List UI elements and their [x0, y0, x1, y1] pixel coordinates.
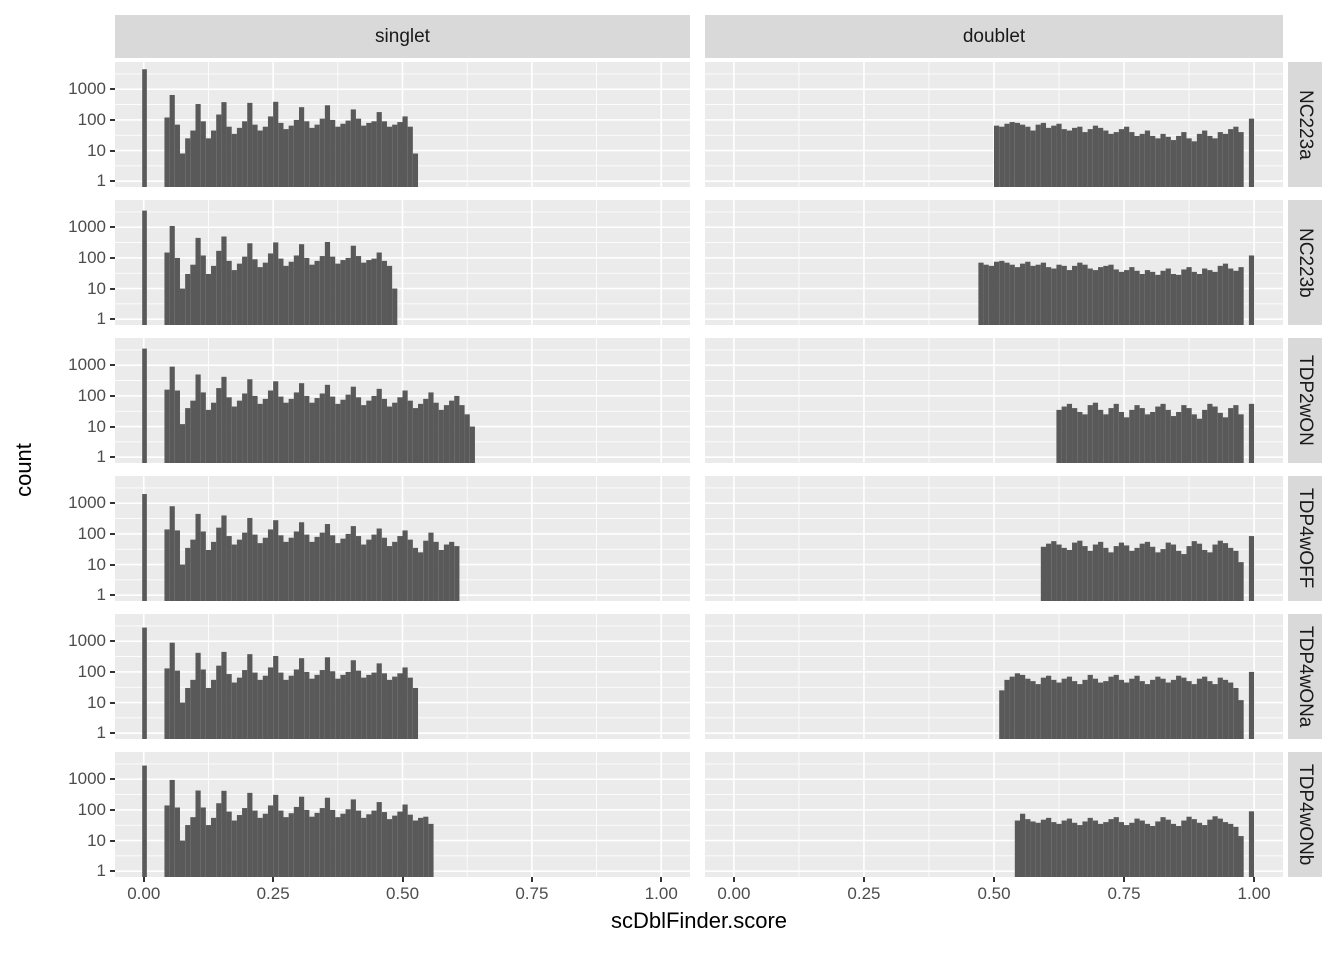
- y-axis-tick: [110, 318, 115, 321]
- y-tick-label: 1000: [68, 79, 106, 99]
- y-tick-label: 10: [87, 692, 106, 712]
- histogram-panel-TDP2wON-singlet: [115, 338, 690, 463]
- x-axis-tick: [660, 877, 663, 882]
- facet-col-label: doublet: [962, 25, 1026, 47]
- y-axis-tick: [110, 226, 115, 229]
- y-tick-label: 100: [77, 247, 106, 267]
- y-axis-title: count: [11, 443, 36, 497]
- facet-row-strip-TDP4wONb: TDP4wONb: [1288, 752, 1322, 877]
- y-tick-label: 1000: [68, 493, 106, 513]
- x-tick-label: 0.25: [256, 884, 290, 903]
- y-axis-tick: [110, 532, 115, 535]
- facet-col-strip-doublet: doublet: [705, 15, 1283, 58]
- y-axis-tick: [110, 808, 115, 811]
- y-axis-tick: [110, 287, 115, 290]
- y-axis-tick: [110, 701, 115, 704]
- y-axis-tick: [110, 839, 115, 842]
- x-tick-label: 0.00: [717, 884, 751, 903]
- y-axis-tick: [110, 870, 115, 873]
- y-axis-tick: [110, 149, 115, 152]
- histogram-panel-TDP4wONb-singlet: [115, 752, 690, 877]
- y-axis-tick: [110, 502, 115, 505]
- histogram-panel-TDP4wOFF-doublet: [705, 476, 1283, 601]
- y-tick-label: 1: [96, 585, 106, 605]
- y-axis-tick: [110, 778, 115, 781]
- x-tick-label: 1.00: [1237, 884, 1271, 903]
- x-tick-label: 0.50: [977, 884, 1011, 903]
- x-tick-label: 0.00: [127, 884, 161, 903]
- histogram-panel-TDP4wONb-doublet: [705, 752, 1283, 877]
- x-axis-tick: [1253, 877, 1256, 882]
- x-tick-label: 0.75: [1107, 884, 1141, 903]
- y-tick-label: 100: [77, 109, 106, 129]
- x-axis-tick: [272, 877, 275, 882]
- y-tick-label: 1000: [68, 631, 106, 651]
- histogram-panel-NC223a-doublet: [705, 62, 1283, 187]
- facet-row-strip-NC223b: NC223b: [1288, 200, 1322, 325]
- y-tick-label: 10: [87, 140, 106, 160]
- y-tick-label: 10: [87, 278, 106, 298]
- facet-col-label: singlet: [375, 25, 430, 47]
- y-tick-label: 1: [96, 723, 106, 743]
- y-tick-label: 1000: [68, 355, 106, 375]
- facet-row-strip-TDP2wON: TDP2wON: [1288, 338, 1322, 463]
- y-tick-label: 100: [77, 523, 106, 543]
- histogram-panel-TDP2wON-doublet: [705, 338, 1283, 463]
- facet-row-strip-TDP4wOFF: TDP4wOFF: [1288, 476, 1322, 601]
- y-axis-tick: [110, 670, 115, 673]
- y-tick-label: 10: [87, 416, 106, 436]
- y-axis-tick: [110, 88, 115, 91]
- y-axis-tick: [110, 594, 115, 597]
- y-tick-label: 100: [77, 385, 106, 405]
- y-axis-tick: [110, 118, 115, 121]
- x-axis-tick: [732, 877, 735, 882]
- x-tick-label: 0.75: [515, 884, 549, 903]
- y-axis-tick: [110, 425, 115, 428]
- y-axis-tick: [110, 456, 115, 459]
- x-tick-label: 1.00: [644, 884, 678, 903]
- facet-row-strip-TDP4wONa: TDP4wONa: [1288, 614, 1322, 739]
- histogram-panel-NC223b-singlet: [115, 200, 690, 325]
- x-axis-tick: [401, 877, 404, 882]
- x-tick-label: 0.25: [847, 884, 881, 903]
- y-axis-tick: [110, 563, 115, 566]
- histogram-panel-NC223b-doublet: [705, 200, 1283, 325]
- y-tick-label: 1: [96, 309, 106, 329]
- y-axis-tick: [110, 364, 115, 367]
- y-axis-tick: [110, 640, 115, 643]
- y-tick-label: 1: [96, 861, 106, 881]
- y-tick-label: 1: [96, 171, 106, 191]
- y-axis-tick: [110, 256, 115, 259]
- y-tick-label: 10: [87, 830, 106, 850]
- facet-row-strip-NC223a: NC223a: [1288, 62, 1322, 187]
- y-axis-tick: [110, 732, 115, 735]
- x-axis-tick: [993, 877, 995, 882]
- histogram-panel-NC223a-singlet: [115, 62, 690, 187]
- histogram-panel-TDP4wONa-doublet: [705, 614, 1283, 739]
- histogram-panel-TDP4wOFF-singlet: [115, 476, 690, 601]
- y-tick-label: 100: [77, 799, 106, 819]
- y-tick-label: 1000: [68, 769, 106, 789]
- x-tick-label: 0.50: [385, 884, 420, 903]
- x-axis-title: scDblFinder.score: [610, 908, 788, 933]
- x-axis-tick: [862, 877, 865, 882]
- y-tick-label: 100: [77, 661, 106, 681]
- x-axis-tick: [142, 877, 145, 882]
- x-axis-tick: [1123, 877, 1126, 882]
- histogram-panel-TDP4wONa-singlet: [115, 614, 690, 739]
- y-tick-label: 1: [96, 447, 106, 467]
- x-axis-tick: [530, 877, 533, 882]
- y-axis-tick: [110, 394, 115, 397]
- y-tick-label: 1000: [68, 217, 106, 237]
- y-axis-tick: [110, 180, 115, 183]
- facet-col-strip-singlet: singlet: [115, 15, 690, 58]
- y-tick-label: 10: [87, 554, 106, 574]
